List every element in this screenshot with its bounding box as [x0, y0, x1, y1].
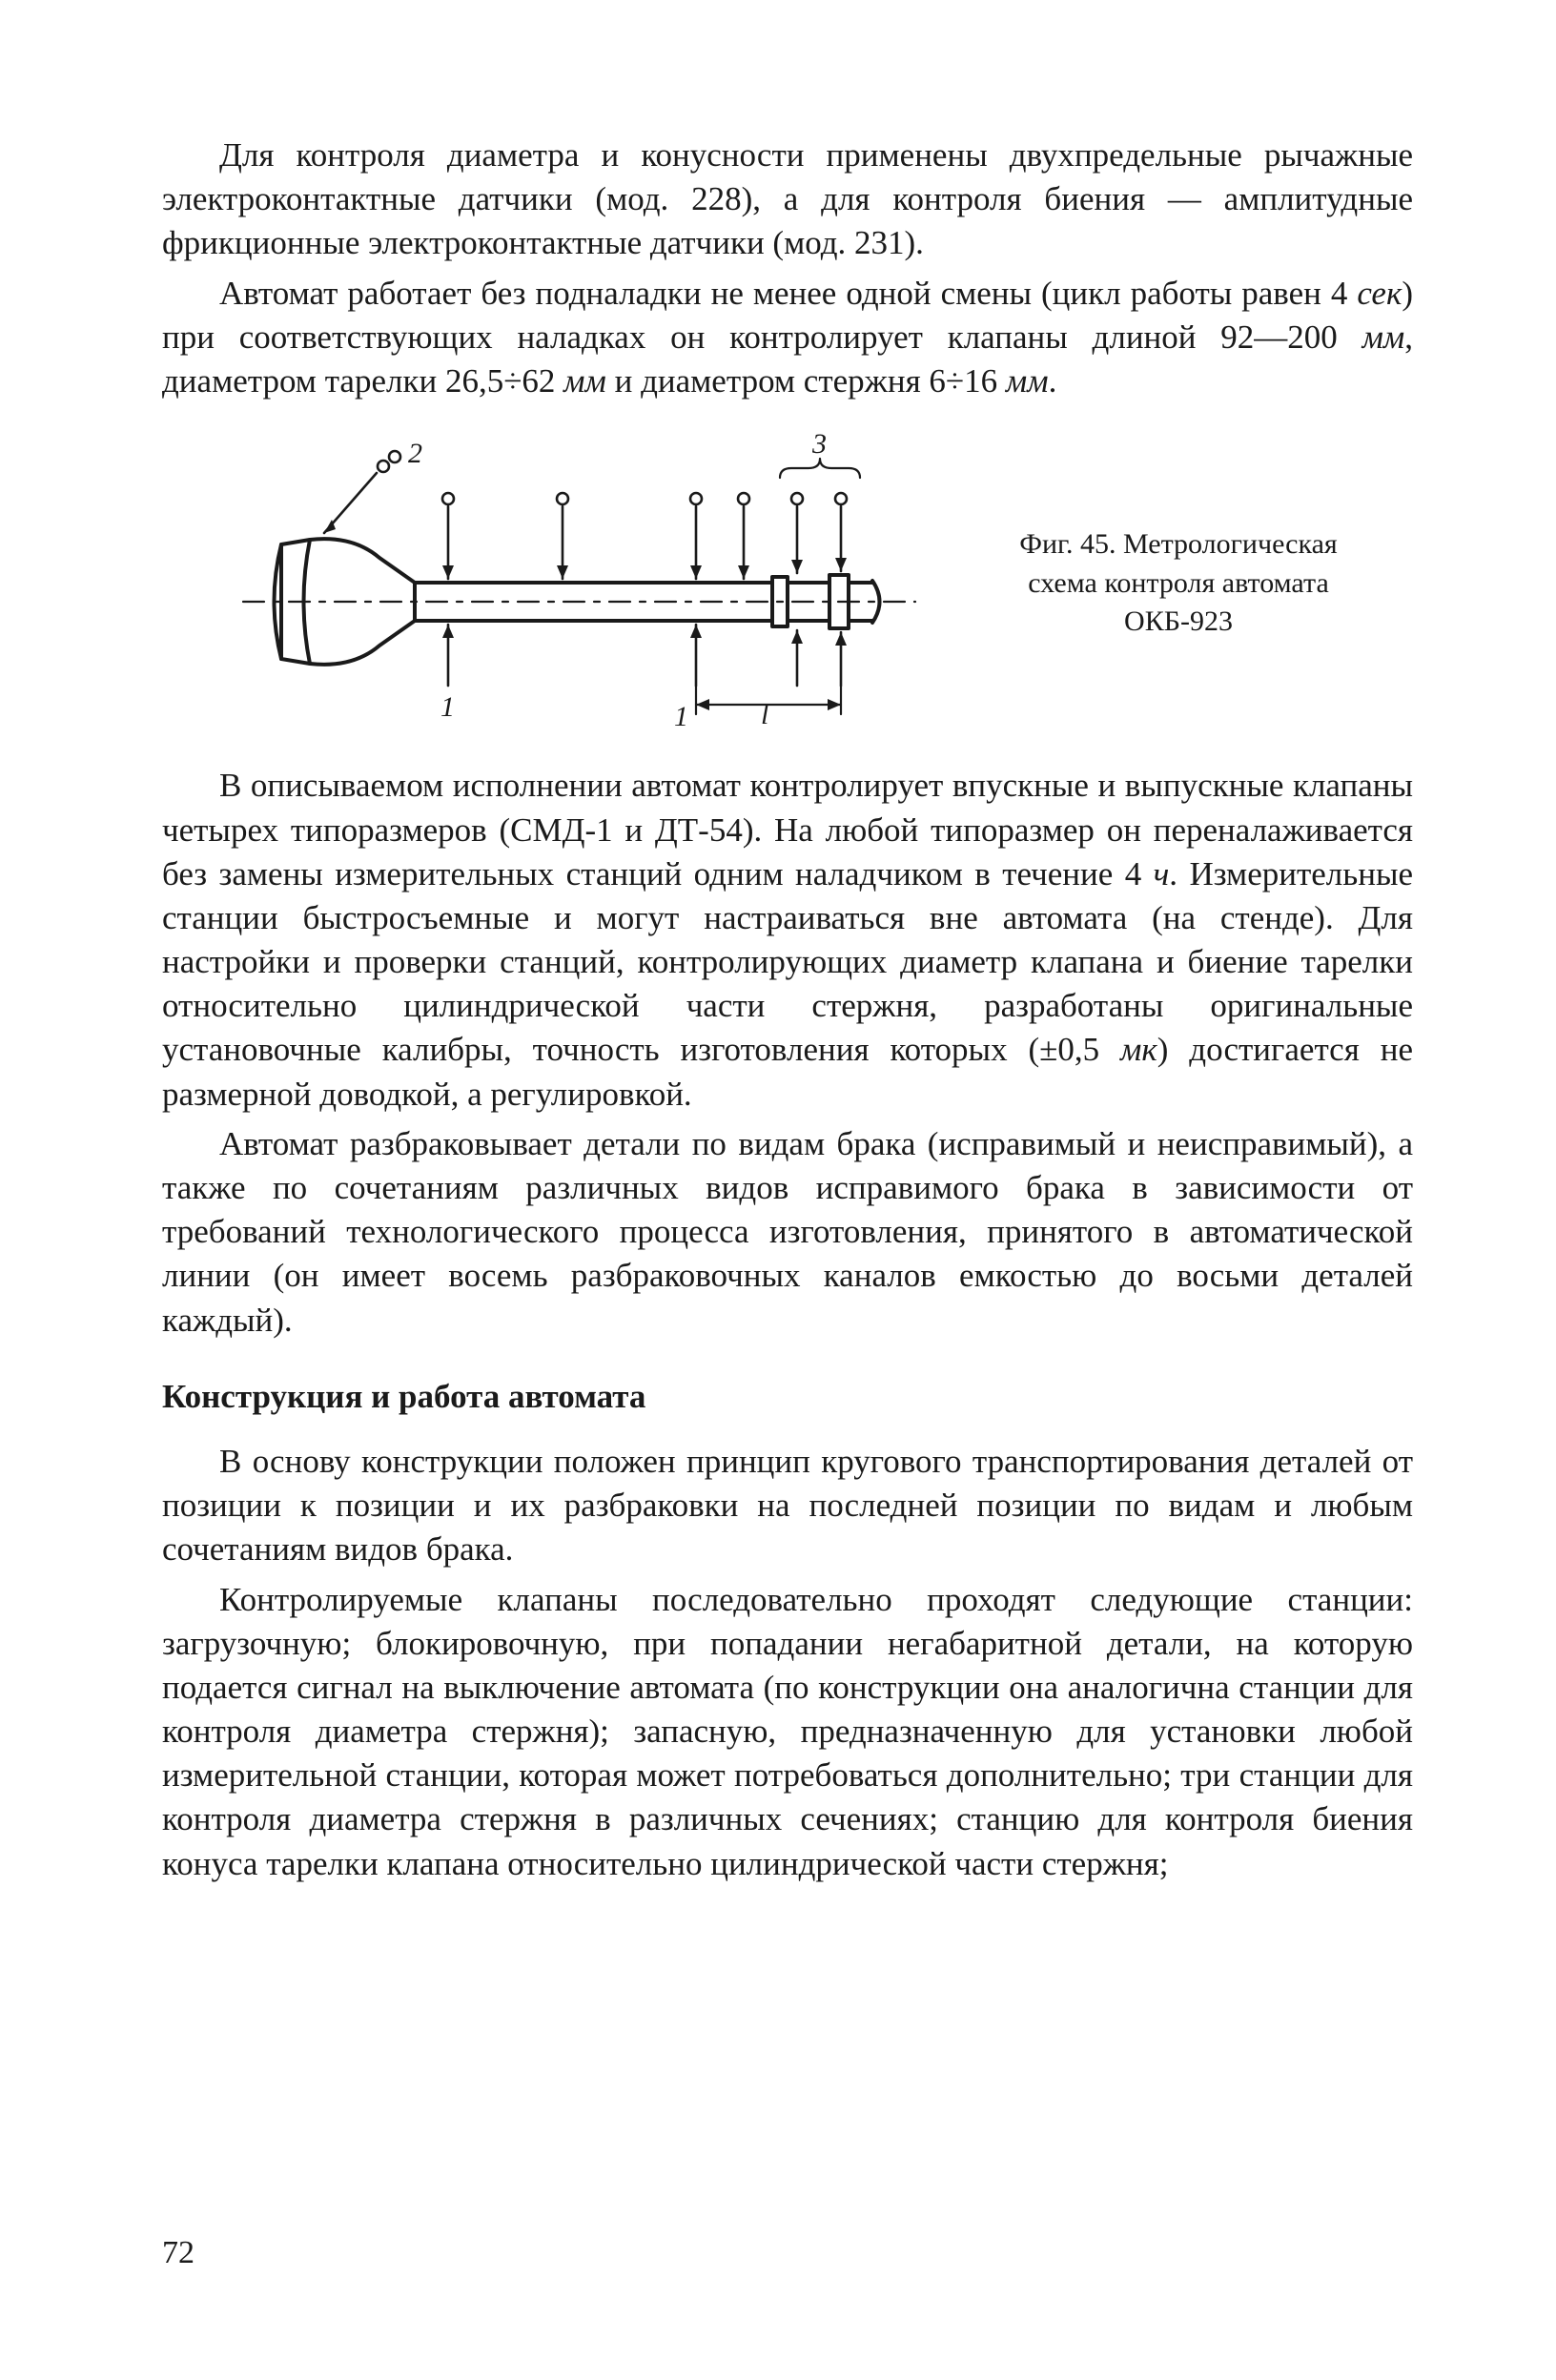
unit-sek: сек: [1357, 275, 1402, 312]
figure-caption: Фиг. 45. Метрологическая схема контроля …: [953, 525, 1413, 642]
unit-ch: ч: [1154, 855, 1170, 892]
paragraph-4: Автомат разбраковывает детали по видам б…: [162, 1122, 1413, 1343]
paragraph-1: Для контроля диаметра и конусности приме…: [162, 133, 1413, 266]
page-number: 72: [162, 2232, 194, 2275]
unit-mm: мм: [1362, 318, 1405, 356]
paragraph-2: Автомат работает без подналадки не менее…: [162, 272, 1413, 404]
unit-mm: мм: [1006, 362, 1049, 400]
figure-caption-line3: ОКБ-923: [1124, 605, 1233, 637]
unit-mk: мк: [1120, 1031, 1157, 1068]
unit-mm: мм: [563, 362, 606, 400]
section-heading: Конструкция и работа автомата: [162, 1375, 1413, 1419]
text: .: [1049, 362, 1057, 400]
figure-45: 2 3 1 1 l Фиг. 45. Метрологическая схема…: [162, 430, 1413, 737]
figure-label-2: 2: [408, 438, 422, 469]
paragraph-3: В описываемом исполнении автомат контрол…: [162, 764, 1413, 1117]
figure-label-1a: 1: [440, 691, 455, 723]
figure-caption-line1: Фиг. 45. Метрологическая: [1019, 528, 1337, 560]
figure-caption-line2: схема контроля автомата: [1028, 567, 1329, 599]
figure-label-3: 3: [811, 430, 827, 460]
paragraph-5: В основу конструкции положен принцип кру…: [162, 1440, 1413, 1572]
figure-label-l: l: [761, 699, 768, 726]
text: и диаметром стержня 6÷16: [606, 362, 1006, 400]
page: Для контроля диаметра и конусности приме…: [0, 0, 1556, 2380]
paragraph-6: Контролируемые клапаны последовательно п…: [162, 1578, 1413, 1886]
figure-label-1b: 1: [674, 701, 688, 726]
figure-diagram: 2 3 1 1 l: [162, 430, 953, 737]
text: Автомат работает без подналадки не менее…: [219, 275, 1357, 312]
